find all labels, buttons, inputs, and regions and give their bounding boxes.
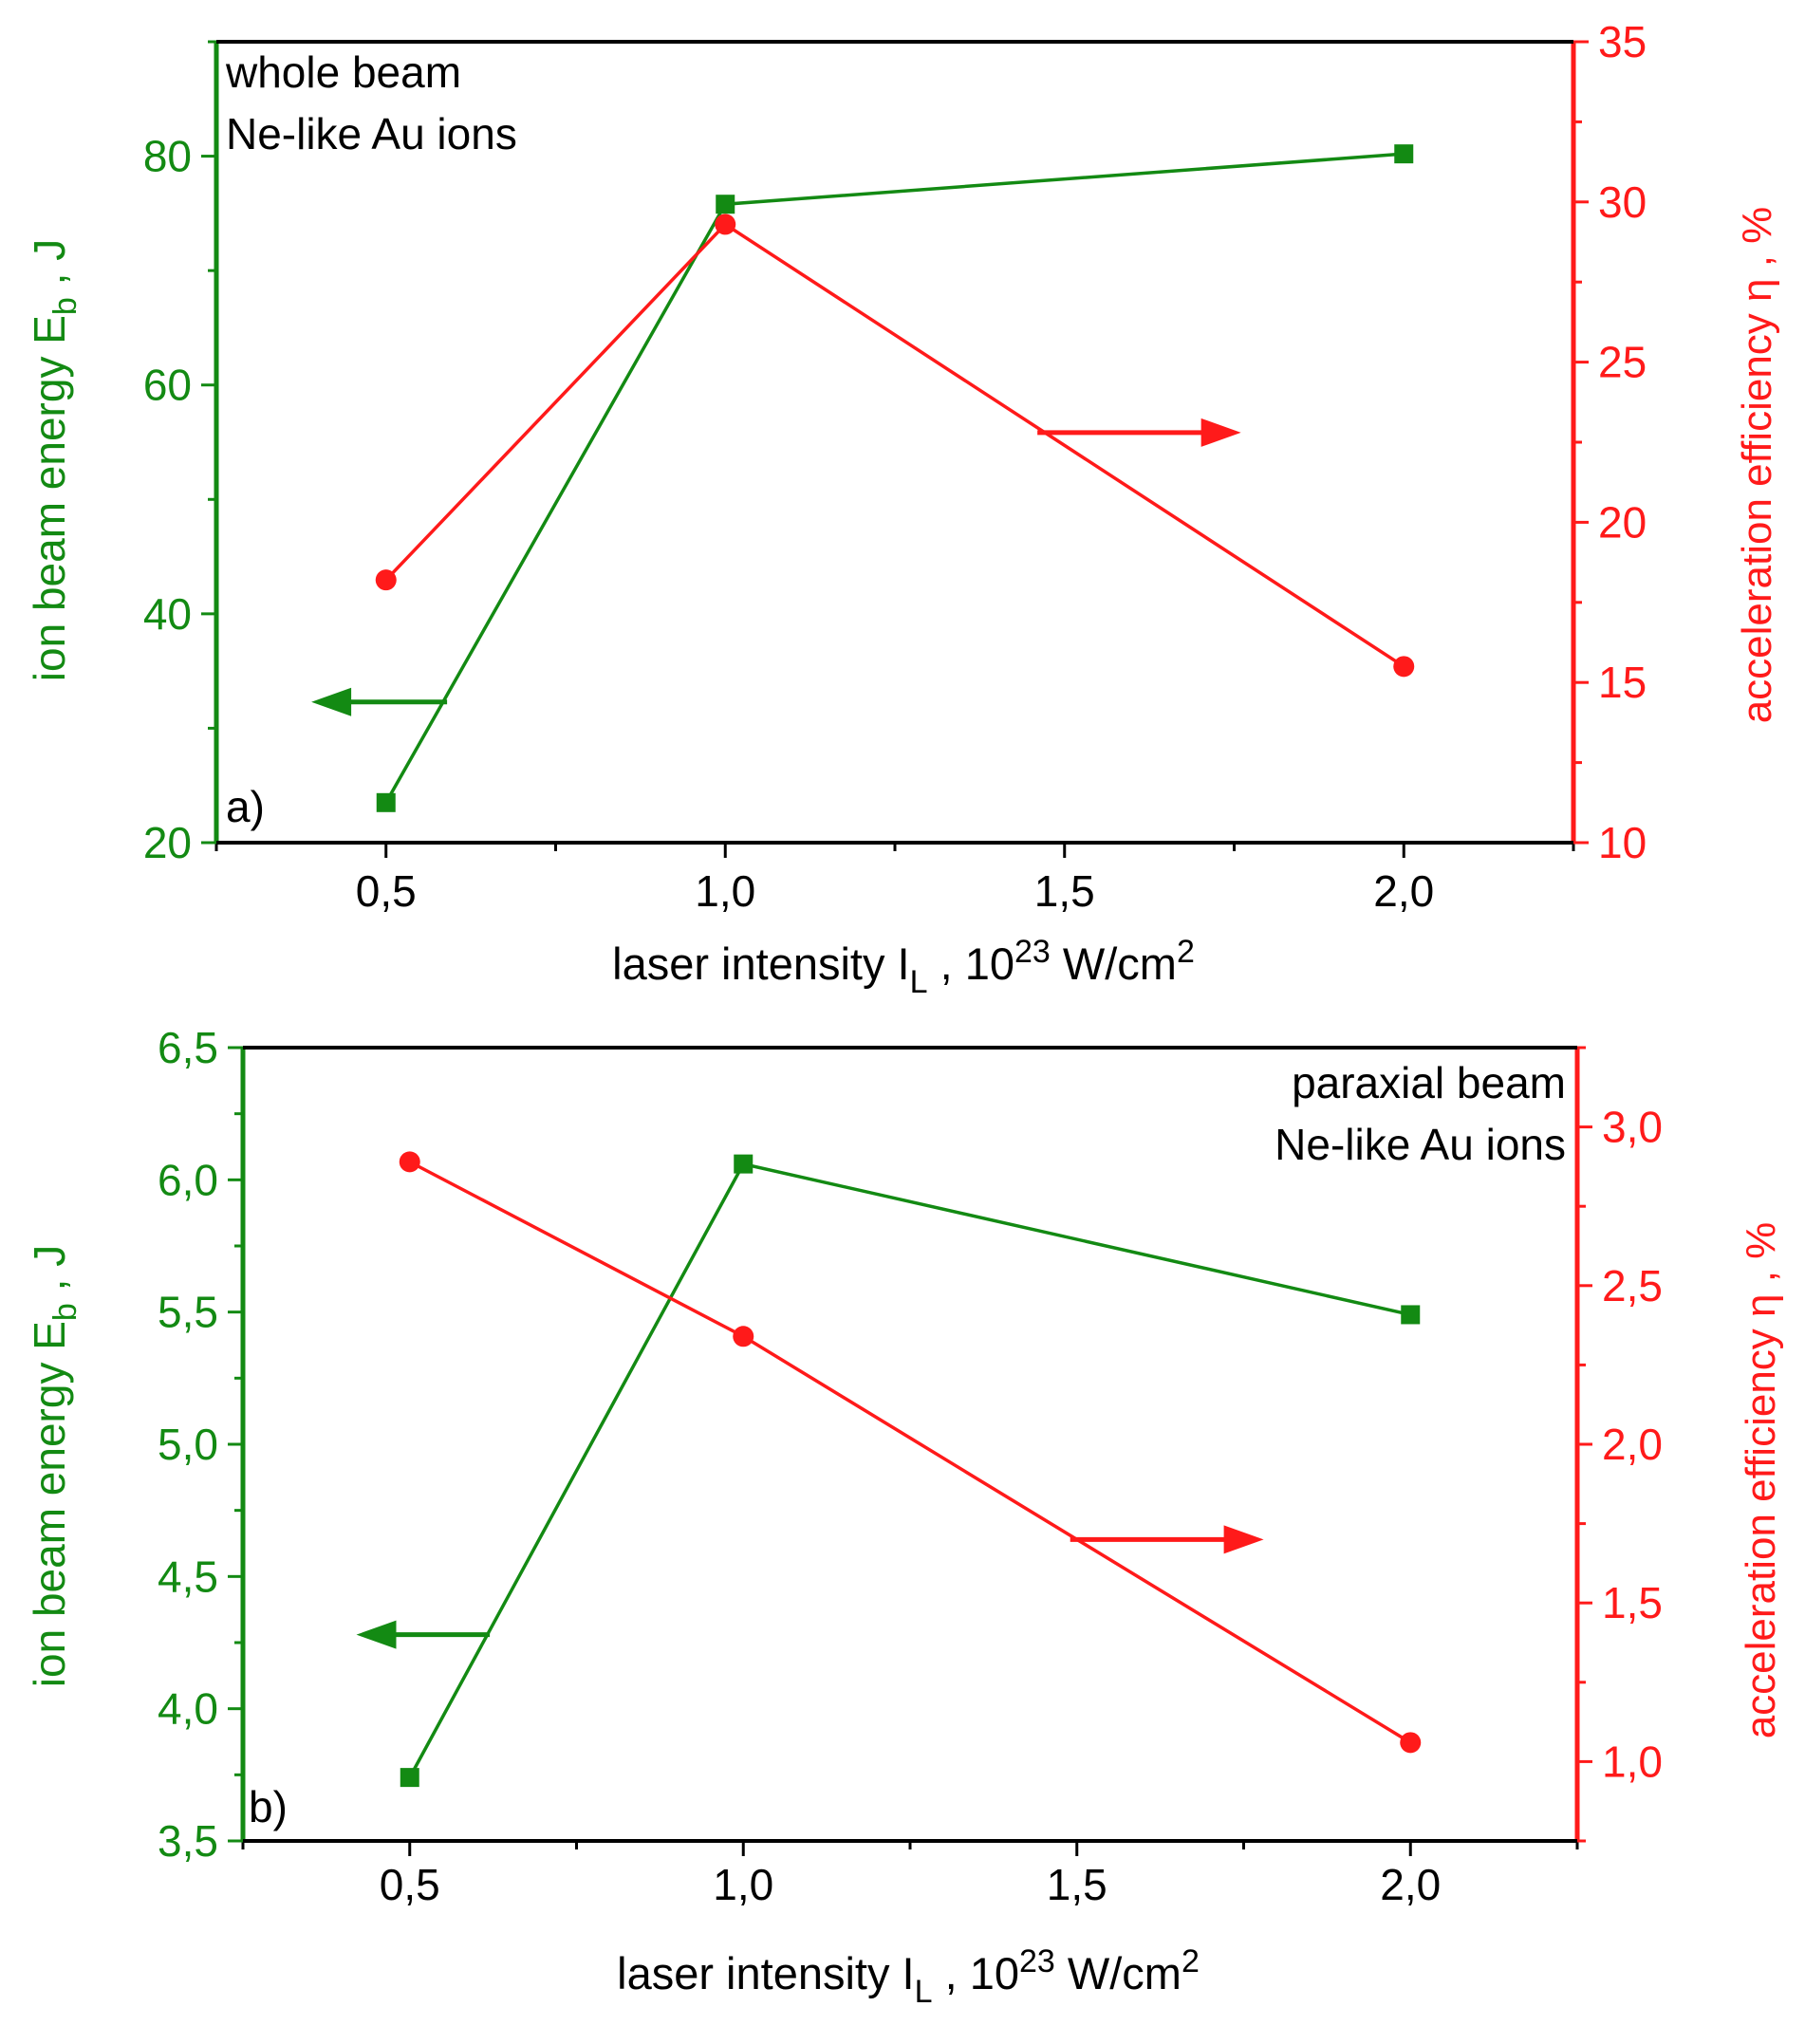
- panel-a-xlabel-mid: , 10: [928, 938, 1014, 989]
- panel-b-ylabel-left-tail: , J: [25, 1245, 74, 1303]
- panel-a-series: [375, 144, 1415, 812]
- panel-b-x-tick-label: 1,0: [713, 1860, 773, 1909]
- panel-b-ticks: 0,5 1,0 1,5 2,0 3,5 4,0 4,5 5,0 5,5 6,0 6,5 1,0 1,5 2…: [158, 1023, 1663, 1909]
- panel-b-left-y-tick-label: 4,5: [158, 1552, 218, 1601]
- panel-a-acceleration-efficiency-point: [715, 214, 736, 235]
- panel-b-right-y-tick-label: 3,0: [1602, 1103, 1663, 1152]
- panel-b-left-y-tick-label: 5,5: [158, 1288, 218, 1337]
- panel-a-arrows: [311, 418, 1241, 716]
- panel-a-right-y-tick-label: 15: [1598, 658, 1647, 707]
- panel-b-ion-beam-energy-arrow-head: [356, 1620, 397, 1649]
- panel-b-right-y-tick-label: 2,0: [1602, 1420, 1663, 1469]
- panel-a-ylabel-left-sub: b: [47, 297, 84, 315]
- panel-a-acceleration-efficiency-point: [375, 569, 397, 591]
- panel-a-ion-beam-energy-point: [1394, 144, 1414, 164]
- panel-b-left-axis-title: ion beam energy Eb , J: [25, 1245, 84, 1687]
- panel-b-x-tick-label: 1,5: [1047, 1860, 1107, 1909]
- panel-b-x-tick-label: 2,0: [1380, 1860, 1441, 1909]
- panel-a-x-tick-label: 1,0: [695, 866, 755, 916]
- panel-b-left-y-tick-label: 5,0: [158, 1420, 218, 1469]
- panel-a-x-tick-label: 1,5: [1034, 866, 1095, 916]
- panel-b-label: b): [249, 1782, 288, 1831]
- panel-b-acceleration-efficiency-point: [399, 1151, 420, 1173]
- panel-a-right-axis-title: acceleration efficiency η , %: [1734, 207, 1780, 724]
- panel-a-annotation-line-1: whole beam: [225, 47, 461, 97]
- panel-a-x-tick-label: 0,5: [356, 866, 417, 916]
- panel-a-right-y-tick-label: 35: [1598, 17, 1647, 66]
- panel-b-xlabel-main: laser intensity I: [617, 1948, 914, 1998]
- panel-a-left-y-tick-label: 80: [143, 132, 192, 181]
- panel-a-right-y-tick-label: 30: [1598, 177, 1647, 227]
- panel-b-left-y-tick-label: 6,0: [158, 1155, 218, 1204]
- panel-b-ylabel-left-sub: b: [47, 1303, 84, 1321]
- panel-b-series: [399, 1151, 1422, 1788]
- panel-b-annotation-line-2: Ne-like Au ions: [1275, 1120, 1566, 1169]
- panel-a-ylabel-left-main: ion beam energy E: [25, 315, 74, 681]
- panel-b-ion-beam-energy-point: [400, 1768, 419, 1788]
- panel-a-left-y-tick-label: 60: [143, 361, 192, 410]
- panel-b-left-y-tick-label: 6,5: [158, 1023, 218, 1072]
- panel-b-xlabel-sup: 23: [1019, 1943, 1055, 1979]
- panel-a-ion-beam-energy-point: [376, 792, 396, 812]
- panel-b-right-y-tick-label: 1,0: [1602, 1737, 1663, 1786]
- panel-a-ion-beam-energy-arrow-head: [311, 687, 352, 716]
- panel-b-xlabel-sub: L: [915, 1974, 933, 2010]
- panel-a-xlabel-main: laser intensity I: [612, 938, 909, 989]
- panel-a-ticks: 0,5 1,0 1,5 2,0 20 40 60 80 10 15 20 25 30 35: [143, 17, 1647, 916]
- panel-b-right-y-tick-label: 2,5: [1602, 1261, 1663, 1310]
- panel-b-ion-beam-energy-point: [734, 1154, 754, 1174]
- panel-a-ion-beam-energy-point: [716, 195, 735, 214]
- panel-b-acceleration-efficiency-point: [1400, 1732, 1422, 1754]
- panel-a-left-y-tick-label: 20: [143, 818, 192, 867]
- panel-b-left-y-tick-label: 4,0: [158, 1684, 218, 1734]
- chart-panel-a: 0,5 1,0 1,5 2,0 20 40 60 80 10 15 20 25 30 35 whole b…: [25, 17, 1780, 1000]
- panel-b-ylabel-left-main: ion beam energy E: [25, 1321, 74, 1687]
- panel-a-left-axis-title: ion beam energy Eb , J: [25, 239, 84, 681]
- panel-b-ion-beam-energy-point: [1401, 1305, 1421, 1325]
- panel-a-annotation-line-2: Ne-like Au ions: [226, 109, 517, 158]
- panel-a-xlabel-unit: W/cm: [1051, 938, 1177, 989]
- panel-a-label: a): [226, 782, 265, 831]
- panel-a-acceleration-efficiency-arrow-head: [1200, 418, 1241, 447]
- panel-b-arrows: [356, 1525, 1264, 1649]
- panel-a-x-axis-title: laser intensity IL , 1023 W/cm2: [612, 934, 1195, 1000]
- panel-a-left-y-tick-label: 40: [143, 589, 192, 639]
- panel-b-right-y-tick-label: 1,5: [1602, 1578, 1663, 1627]
- panel-b-annotation-line-1: paraxial beam: [1292, 1058, 1566, 1107]
- panel-b-x-tick-label: 0,5: [380, 1860, 440, 1909]
- panel-a-acceleration-efficiency-point: [1393, 656, 1415, 678]
- panel-a-right-y-tick-label: 25: [1598, 338, 1647, 387]
- panel-b-xlabel-mid: , 10: [933, 1948, 1019, 1998]
- panel-b-x-axis-title: laser intensity IL , 1023 W/cm2: [617, 1943, 1200, 2010]
- chart-panel-b: 0,5 1,0 1,5 2,0 3,5 4,0 4,5 5,0 5,5 6,0 6,5 1,0 1,5 2…: [25, 1023, 1784, 2010]
- panel-a-xlabel-sub: L: [910, 964, 928, 1000]
- panel-b-acceleration-efficiency-point: [733, 1326, 754, 1347]
- panel-b-left-y-tick-label: 3,5: [158, 1816, 218, 1866]
- panel-b-xlabel-unit: W/cm: [1055, 1948, 1182, 1998]
- panel-a-ylabel-left-tail: , J: [25, 239, 74, 297]
- panel-b-acceleration-efficiency-arrow-head: [1223, 1525, 1264, 1554]
- panel-a-right-y-tick-label: 20: [1598, 497, 1647, 547]
- panel-b-xlabel-sup2: 2: [1182, 1943, 1200, 1979]
- panel-a-right-y-tick-label: 10: [1598, 818, 1647, 867]
- panel-a-xlabel-sup2: 2: [1177, 934, 1195, 970]
- panel-a-xlabel-sup: 23: [1014, 934, 1051, 970]
- panel-a-x-tick-label: 2,0: [1373, 866, 1434, 916]
- panel-b-right-axis-title: acceleration efficiency η , %: [1738, 1222, 1784, 1739]
